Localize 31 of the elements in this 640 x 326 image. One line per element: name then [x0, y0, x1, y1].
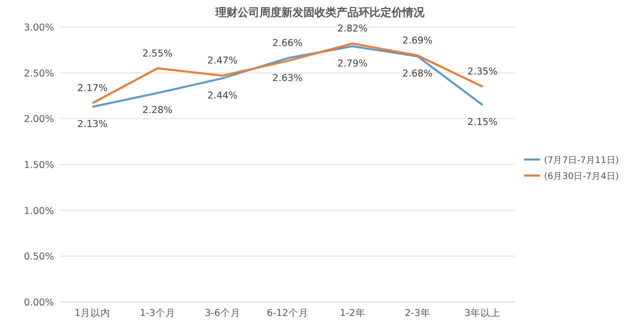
data-label: 2.55% — [142, 48, 173, 60]
data-label: 2.47% — [207, 56, 238, 67]
x-tick-label: 2-3年 — [404, 307, 430, 319]
y-tick-label: 3.00% — [24, 22, 54, 34]
y-tick-label: 1.50% — [24, 160, 54, 171]
y-tick-label: 1.00% — [24, 206, 54, 217]
data-label: 2.28% — [142, 105, 173, 116]
x-tick-label: 6-12个月 — [266, 307, 308, 319]
x-tick-label: 3年以上 — [464, 307, 501, 319]
data-label: 2.44% — [207, 90, 238, 102]
data-label: 2.17% — [77, 83, 108, 94]
y-tick-label: 2.50% — [24, 68, 54, 80]
data-label: 2.15% — [467, 116, 498, 128]
data-label: 2.68% — [402, 68, 433, 80]
y-tick-label: 2.00% — [24, 114, 54, 126]
data-label: 2.66% — [272, 38, 303, 50]
chart-title: 理财公司周度新发固收类产品环比定价情况 — [214, 6, 426, 19]
data-label: 2.69% — [402, 35, 433, 46]
x-tick-label: 1-2年 — [340, 307, 366, 319]
data-label: 2.13% — [77, 118, 108, 130]
data-label: 2.82% — [337, 24, 368, 34]
data-label: 2.63% — [272, 72, 303, 84]
x-tick-label: 1月以内 — [74, 307, 111, 319]
legend-label: (7月7日-7月11日) — [544, 156, 619, 166]
data-label: 2.35% — [467, 66, 498, 78]
legend-label: (6月30日-7月4日) — [544, 172, 619, 182]
x-tick-label: 1-3个月 — [140, 307, 176, 319]
data-label: 2.79% — [337, 58, 368, 70]
y-tick-label: 0.00% — [24, 298, 54, 308]
x-tick-label: 3-6个月 — [204, 307, 240, 319]
y-tick-label: 0.50% — [24, 252, 54, 263]
